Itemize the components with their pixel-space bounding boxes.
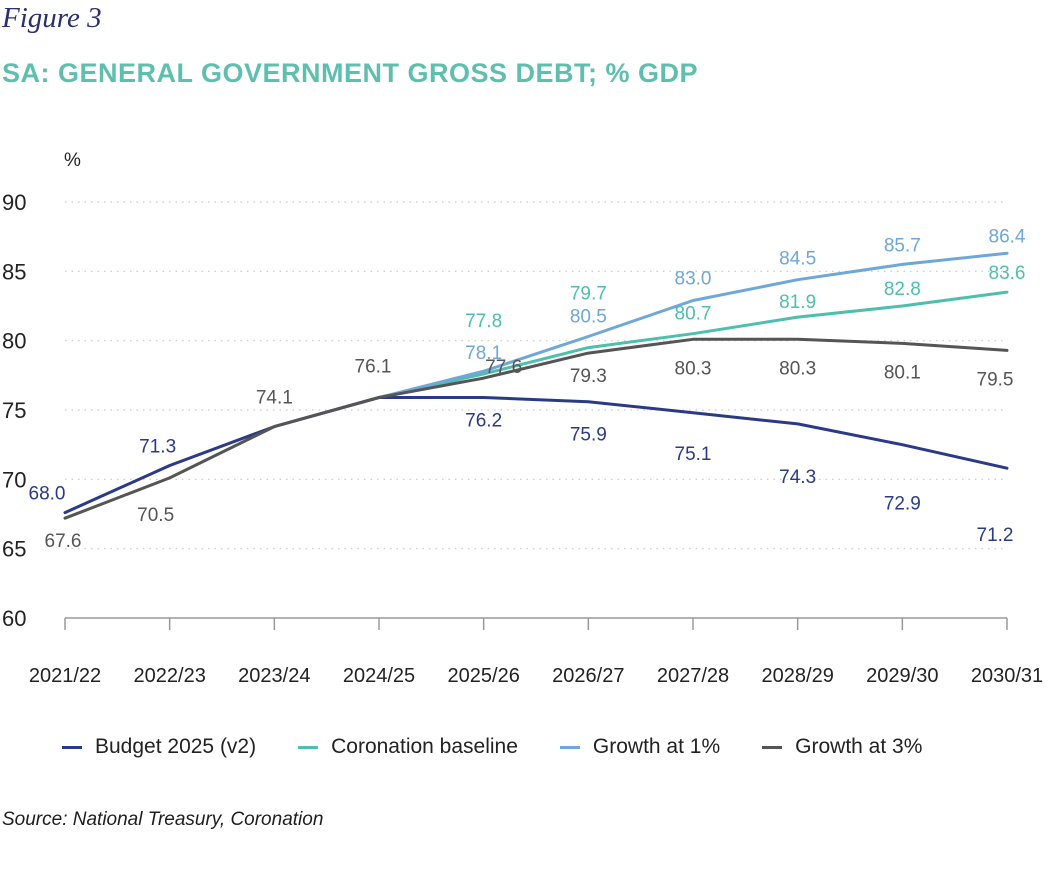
figure-label: Figure 3 [2,2,102,34]
legend-swatch-growth-3 [762,745,783,749]
data-label-1-9: 83.6 [989,263,1026,284]
data-label-0-9: 71.2 [977,525,1014,546]
x-tick-label-2026/27: 2026/27 [552,665,624,687]
data-label-2-4: 78.1 [465,343,502,364]
legend-item-growth-1: Growth at 1% [559,735,721,759]
x-tick-label-2025/26: 2025/26 [448,665,520,687]
legend-item-growth-3: Growth at 3% [762,735,922,759]
data-label-0-1: 71.3 [139,436,176,457]
data-label-2-7: 84.5 [779,249,816,270]
data-label-2-9: 86.4 [989,226,1026,247]
y-tick-label-60: 60 [2,606,26,631]
legend-item-budget: Budget 2025 (v2) [62,735,256,759]
source-note: Source: National Treasury, Coronation [2,809,324,830]
legend-label-budget: Budget 2025 (v2) [95,735,257,758]
series-lines [63,251,1009,520]
data-label-1-5: 79.7 [570,284,607,305]
legend-swatch-budget [62,745,82,749]
data-label-1-4: 77.8 [465,311,502,332]
data-label-2-8: 85.7 [884,235,921,256]
data-label-0-4: 76.2 [465,411,502,432]
data-label-3-4: 77.6 [485,357,522,378]
y-tick-label-75: 75 [2,398,26,423]
y-tick-label-80: 80 [2,329,26,354]
data-label-1-8: 82.8 [884,279,921,300]
legend-label-coronation: Coronation baseline [331,735,518,758]
legend: Budget 2025 (v2) Coronation baseline Gro… [62,735,1052,759]
x-tick-label-2023/24: 2023/24 [238,665,310,687]
data-label-0-5: 75.9 [570,425,607,446]
series-line-growth-at-3- [63,337,1009,520]
data-label-0-8: 72.9 [884,494,921,515]
legend-label-growth-3: Growth at 3% [795,735,923,758]
y-tick-label-65: 65 [2,537,26,562]
x-tick-label-2024/25: 2024/25 [343,665,415,687]
data-label-0-6: 75.1 [675,444,712,465]
series-line-budget-2025-v2- [63,396,1009,515]
data-label-3-5: 79.3 [570,366,607,387]
data-label-0-0: 68.0 [29,484,66,505]
data-label-3-6: 80.3 [675,358,712,379]
legend-swatch-coronation [298,745,319,749]
y-tick-label-90: 90 [2,190,26,215]
gridlines [65,201,1007,550]
data-label-2-5: 80.5 [570,307,607,328]
data-label-3-7: 80.3 [779,358,816,379]
data-label-1-6: 80.7 [675,304,712,325]
x-tick-label-2029/30: 2029/30 [866,665,938,687]
x-axis: 2021/22 2022/23 2023/24 2024/25 2025/26 2026/… [29,617,1043,687]
x-tick-label-2021/22: 2021/22 [29,665,101,687]
y-tick-label-85: 85 [2,259,26,284]
legend-item-coronation: Coronation baseline [298,735,518,759]
data-label-3-0: 67.6 [45,531,82,552]
y-axis-unit-label: % [64,150,81,171]
x-tick-label-2028/29: 2028/29 [762,665,834,687]
legend-swatch-growth-1 [559,745,580,749]
data-labels: 68.0 71.3 76.2 75.9 75.1 74.3 72.9 71.2 77.8 79.7… [29,226,1026,552]
series-line-growth-at-1- [377,251,1009,399]
x-tick-label-2022/23: 2022/23 [134,665,206,687]
data-label-3-2: 74.1 [256,388,293,409]
y-tick-label-70: 70 [2,467,26,492]
data-label-3-3: 76.1 [355,357,392,378]
data-label-1-7: 81.9 [779,292,816,313]
y-axis: % 60 65 70 75 80 85 90 [2,150,81,631]
x-tick-label-2030/31: 2030/31 [971,665,1043,687]
series-line-coronation-baseline [377,290,1009,399]
data-label-0-7: 74.3 [779,467,816,488]
data-label-3-8: 80.1 [884,362,921,383]
data-label-3-9: 79.5 [977,369,1014,390]
data-label-3-1: 70.5 [137,505,174,526]
chart-title: SA: GENERAL GOVERNMENT GROSS DEBT; % GDP [2,58,699,88]
data-label-2-6: 83.0 [675,268,712,289]
legend-label-growth-1: Growth at 1% [592,735,721,758]
x-tick-label-2027/28: 2027/28 [657,665,729,687]
